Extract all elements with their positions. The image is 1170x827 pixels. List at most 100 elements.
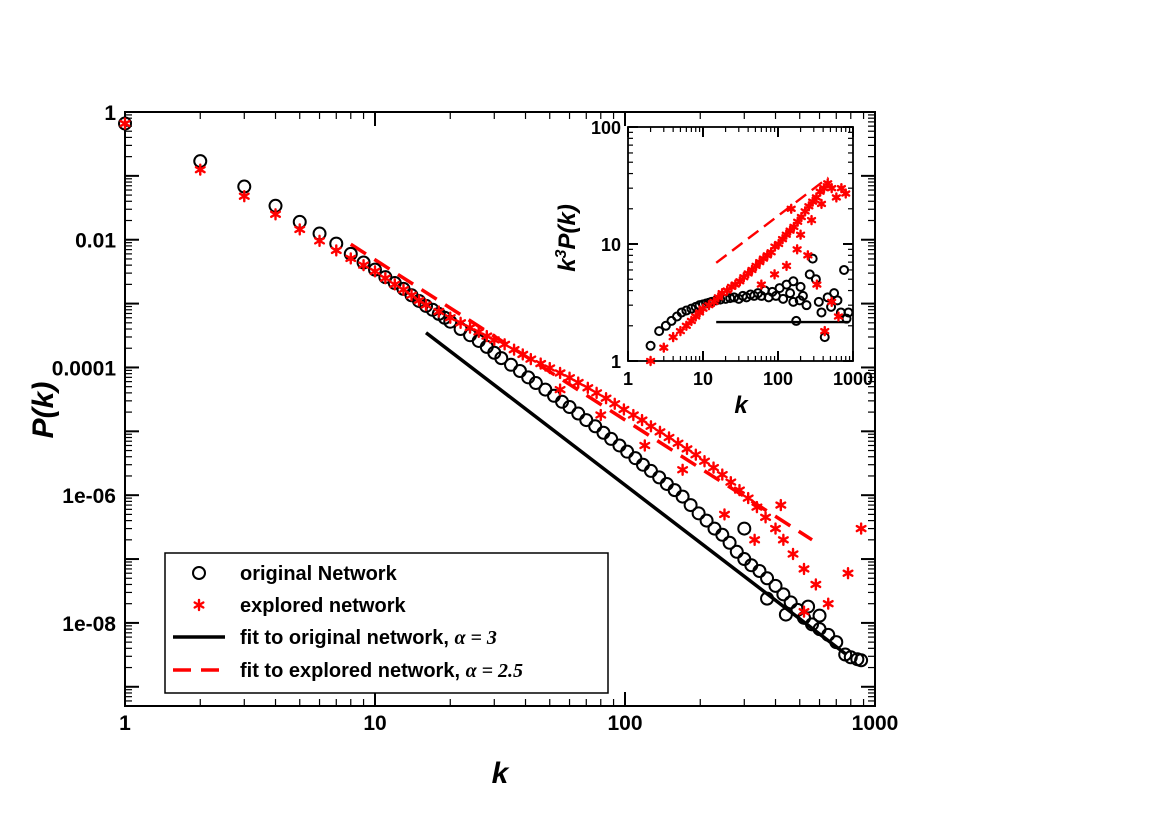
inset-data-point-explored <box>806 214 817 226</box>
data-point-original <box>776 587 791 602</box>
inset-data-point-original <box>785 288 796 299</box>
data-point-original <box>729 544 744 559</box>
inset-data-point-explored <box>756 279 767 290</box>
data-point-original <box>667 483 682 498</box>
y-tick-label: 0.01 <box>75 230 116 253</box>
data-point-explored <box>119 117 131 130</box>
data-point-explored <box>810 578 822 591</box>
data-point-explored <box>369 265 381 278</box>
inset-data-point-original <box>804 269 815 280</box>
data-point-explored <box>677 463 689 476</box>
inset-data-point-original <box>791 315 802 326</box>
data-point-original <box>722 535 737 550</box>
inset-data-point-explored <box>816 198 827 210</box>
data-point-original <box>691 506 706 521</box>
data-point-explored <box>842 567 854 580</box>
inset-y-tick-label: 1 <box>611 352 621 372</box>
data-point-original <box>812 608 827 623</box>
data-point-explored <box>681 442 693 456</box>
inset-data-point-original <box>839 264 850 275</box>
data-point-explored <box>822 597 834 610</box>
data-point-explored <box>595 408 607 422</box>
data-point-original <box>760 591 775 606</box>
data-point-explored <box>698 455 711 468</box>
data-point-explored <box>238 190 250 203</box>
data-point-explored <box>600 392 612 405</box>
data-point-explored <box>455 316 467 330</box>
legend-label-text: original Network <box>240 563 398 585</box>
data-point-explored <box>749 533 761 547</box>
data-point-explored <box>345 252 357 265</box>
data-point-explored <box>751 500 763 514</box>
inset-y-axis-title: k3P(k) <box>553 204 581 272</box>
main-plot-frame <box>124 111 876 707</box>
y-tick-label: 0.0001 <box>52 357 117 380</box>
legend-label-text: fit to explored network, <box>240 660 466 682</box>
data-point-explored <box>716 468 728 481</box>
data-point-original <box>494 351 509 366</box>
data-point-original <box>538 382 553 397</box>
data-point-explored <box>488 333 500 347</box>
inset-x-tick-label: 1 <box>623 369 633 389</box>
data-point-explored <box>769 522 782 535</box>
inset-data-point-explored <box>812 279 822 290</box>
fit-line-explored <box>349 242 813 542</box>
data-point-explored <box>654 425 666 439</box>
data-point-original <box>760 571 775 586</box>
data-point-original <box>528 376 543 391</box>
inset-data-point-original <box>813 296 824 307</box>
data-point-explored <box>464 321 476 334</box>
legend-frame <box>164 552 609 694</box>
data-point-original <box>588 419 603 434</box>
data-point-original <box>778 607 793 622</box>
data-point-explored <box>508 343 520 356</box>
inset-data-point-original <box>816 307 827 318</box>
inset-data-point-explored <box>681 320 692 331</box>
inset-data-point-original <box>645 340 656 351</box>
legend-label-text: fit to original network, <box>240 627 454 649</box>
inset-data-point-explored <box>769 269 780 280</box>
data-point-original <box>707 521 722 536</box>
data-point-explored <box>554 366 566 380</box>
data-point-explored <box>554 383 566 396</box>
data-point-explored <box>535 357 547 370</box>
inset-data-point-explored <box>675 325 686 337</box>
data-point-explored <box>420 298 432 312</box>
data-point-explored <box>855 522 867 535</box>
data-point-explored <box>639 439 651 452</box>
data-point-original <box>571 406 586 421</box>
inset-data-point-explored <box>786 203 796 214</box>
data-point-original <box>635 457 650 472</box>
data-point-original <box>829 635 844 650</box>
data-point-original <box>752 563 767 578</box>
inset-y-axis-title-base: k <box>554 257 581 272</box>
inset-data-point-original <box>654 326 665 337</box>
data-point-explored <box>627 408 639 422</box>
legend-label: fit to original network, α = 3 <box>240 627 497 649</box>
inset-data-point-original <box>681 305 692 316</box>
inset-data-point-original <box>788 276 799 287</box>
data-point-explored <box>314 234 326 248</box>
legend-symbol-explored <box>193 598 205 612</box>
data-point-original <box>715 527 730 542</box>
inset-x-tick-label: 1000 <box>833 369 873 389</box>
legend-symbol-original <box>192 566 206 580</box>
data-point-original <box>675 489 690 504</box>
data-point-explored <box>798 562 810 576</box>
inset-data-point-explored <box>781 260 792 272</box>
legend-label: explored network <box>240 595 406 617</box>
data-point-explored <box>358 258 370 272</box>
inset-data-point-original <box>660 320 671 331</box>
data-point-original <box>596 425 611 440</box>
data-point-explored <box>499 338 511 351</box>
data-point-explored <box>444 311 456 324</box>
x-axis-title: k <box>492 757 510 790</box>
legend: original Network explored network fit to o… <box>164 552 609 694</box>
inset-data-point-original <box>795 281 806 292</box>
inset-data-point-explored <box>833 311 844 322</box>
inset-data-point-original <box>843 307 854 318</box>
data-point-explored <box>194 163 206 176</box>
data-point-explored <box>609 397 621 410</box>
data-point-explored <box>663 431 675 444</box>
